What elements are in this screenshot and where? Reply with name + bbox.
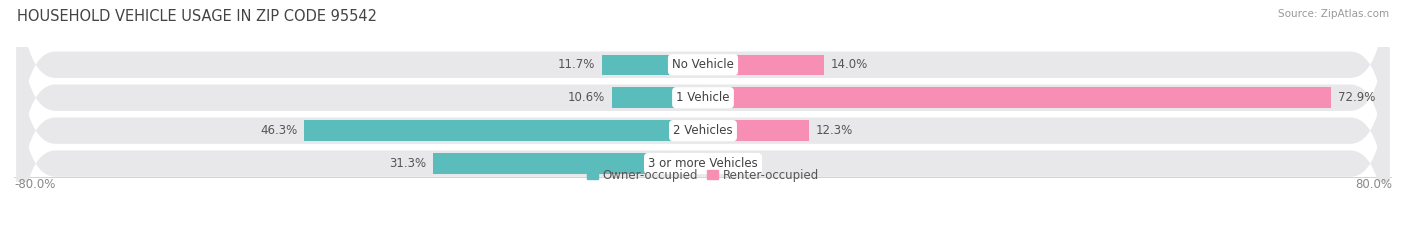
Bar <box>703 55 824 75</box>
Text: 80.0%: 80.0% <box>1355 178 1392 191</box>
Text: 72.9%: 72.9% <box>1337 91 1375 104</box>
Text: 12.3%: 12.3% <box>815 124 853 137</box>
Text: Source: ZipAtlas.com: Source: ZipAtlas.com <box>1278 9 1389 19</box>
Text: 11.7%: 11.7% <box>558 58 595 71</box>
Bar <box>612 87 703 108</box>
Bar <box>703 153 710 174</box>
FancyBboxPatch shape <box>17 28 1389 233</box>
Text: HOUSEHOLD VEHICLE USAGE IN ZIP CODE 95542: HOUSEHOLD VEHICLE USAGE IN ZIP CODE 9554… <box>17 9 377 24</box>
Text: 10.6%: 10.6% <box>568 91 605 104</box>
Legend: Owner-occupied, Renter-occupied: Owner-occupied, Renter-occupied <box>582 164 824 187</box>
Text: 0.82%: 0.82% <box>717 157 754 170</box>
Bar <box>433 153 703 174</box>
Text: 46.3%: 46.3% <box>260 124 298 137</box>
Text: 31.3%: 31.3% <box>389 157 426 170</box>
FancyBboxPatch shape <box>17 0 1389 233</box>
FancyBboxPatch shape <box>17 0 1389 200</box>
Text: No Vehicle: No Vehicle <box>672 58 734 71</box>
Text: 3 or more Vehicles: 3 or more Vehicles <box>648 157 758 170</box>
Text: 14.0%: 14.0% <box>831 58 868 71</box>
Bar <box>602 55 703 75</box>
FancyBboxPatch shape <box>17 0 1389 233</box>
Bar <box>703 120 808 141</box>
Bar <box>304 120 703 141</box>
Text: 1 Vehicle: 1 Vehicle <box>676 91 730 104</box>
Text: -80.0%: -80.0% <box>14 178 55 191</box>
Bar <box>703 87 1331 108</box>
Text: 2 Vehicles: 2 Vehicles <box>673 124 733 137</box>
